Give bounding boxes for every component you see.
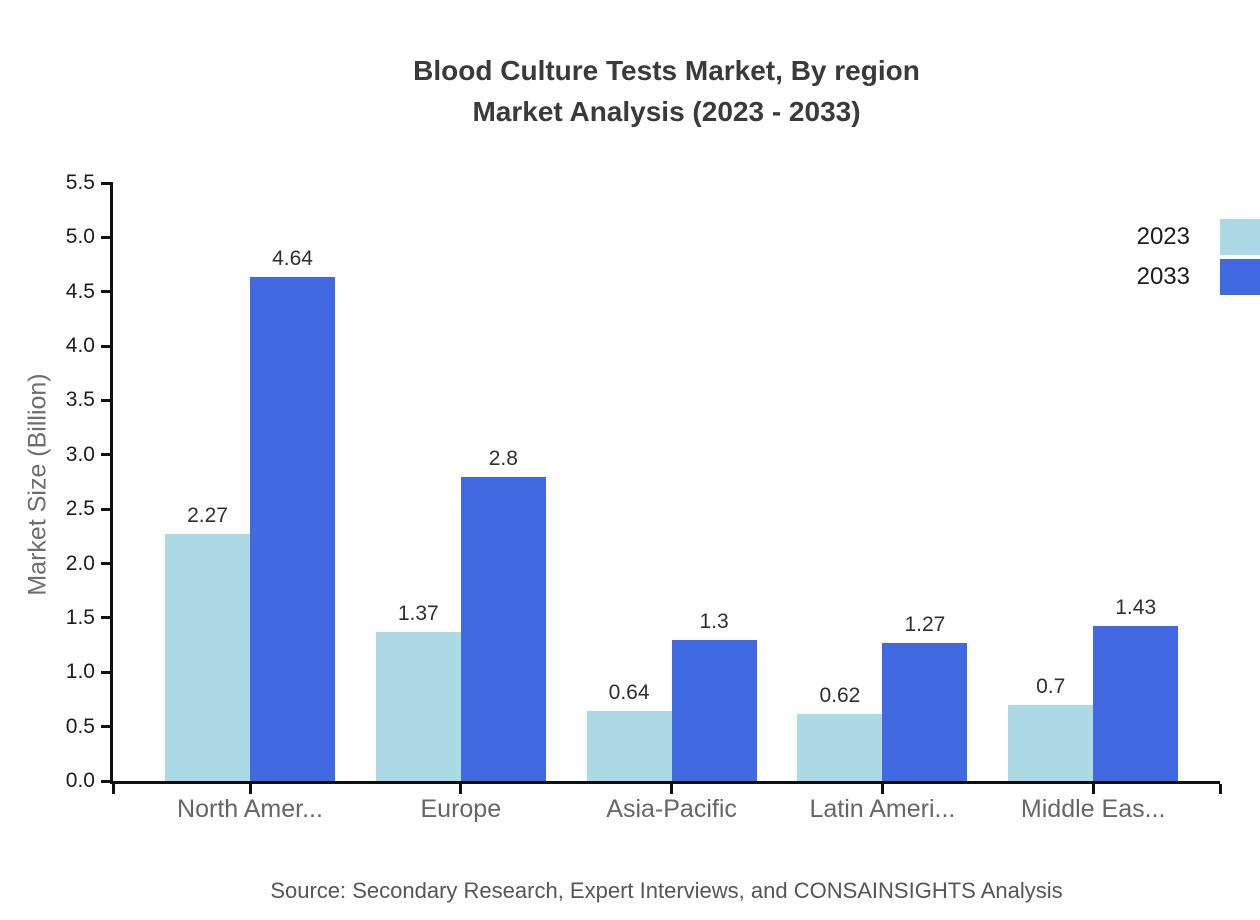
bar-value-label: 1.3 [699, 609, 729, 633]
legend: 2023 2033 [1137, 219, 1260, 299]
x-tick [1218, 784, 1222, 794]
legend-item-label: 2033 [1136, 263, 1190, 290]
y-tick-label: 0.0 [65, 769, 95, 792]
x-tick [459, 784, 463, 794]
legend-item: 2033 [1137, 259, 1260, 295]
y-tick [101, 779, 113, 783]
y-tick-label: 5.0 [65, 225, 95, 249]
bar-value-label: 0.64 [608, 681, 650, 705]
bar-2033-4 [1093, 625, 1179, 781]
y-tick [101, 562, 113, 566]
y-tick [101, 507, 113, 511]
plot-area [110, 183, 1220, 784]
y-tick [101, 725, 113, 729]
y-tick [101, 398, 113, 402]
bar-2033-0 [250, 276, 335, 781]
y-tick-label: 0.5 [65, 714, 95, 738]
y-tick [101, 235, 113, 239]
legend-item: 2023 [1137, 219, 1260, 255]
chart-title-line1: Blood Culture Tests Market, By region [413, 55, 920, 86]
bar-2023-1 [375, 632, 461, 781]
chart-title: Blood Culture Tests Market, By region Ma… [113, 50, 1220, 132]
legend-swatch-2023 [1220, 219, 1260, 255]
x-category-label: Middle Eas... [1020, 795, 1166, 823]
bar-value-label: 0.62 [819, 683, 861, 707]
bar-value-label: 2.8 [488, 446, 518, 470]
y-tick-label: 4.0 [65, 334, 95, 358]
y-tick-label: 3.0 [65, 442, 95, 466]
bar-value-label: 1.43 [1115, 595, 1157, 619]
y-tick-label: 2.5 [65, 497, 95, 521]
x-tick [1091, 784, 1095, 794]
y-tick-label: 1.0 [65, 660, 95, 684]
y-tick-label: 3.5 [65, 388, 95, 412]
bar-value-label: 1.27 [904, 612, 946, 636]
bar-2033-1 [460, 476, 546, 781]
bar-value-label: 2.27 [187, 504, 228, 528]
y-tick [101, 290, 113, 294]
x-category-label: North Amer... [177, 795, 323, 823]
x-tick [248, 784, 252, 794]
y-tick-label: 1.5 [65, 605, 95, 629]
bar-2023-0 [165, 534, 250, 781]
bar-value-label: 0.7 [1036, 674, 1066, 698]
legend-swatch-2033 [1220, 259, 1260, 295]
y-tick [101, 181, 113, 185]
bar-value-label: 4.64 [272, 246, 313, 270]
y-tick [101, 453, 113, 457]
y-tick-label: 5.5 [65, 171, 95, 194]
chart-title-line2: Market Analysis (2023 - 2033) [472, 96, 861, 127]
x-tick [670, 784, 674, 794]
bar-2023-3 [797, 713, 883, 781]
x-tick [880, 784, 884, 794]
y-tick [101, 344, 113, 348]
x-category-label: Asia-Pacific [606, 795, 737, 823]
bar-2033-2 [671, 639, 757, 781]
y-tick [101, 670, 113, 674]
x-tick [111, 784, 115, 794]
y-tick-label: 4.5 [65, 279, 95, 303]
bar-2033-3 [882, 642, 968, 781]
bar-value-label: 1.37 [397, 602, 439, 626]
y-axis-title: Market Size (Billion) [23, 373, 52, 596]
source-note: Source: Secondary Research, Expert Inter… [270, 878, 1063, 903]
legend-item-label: 2023 [1136, 223, 1190, 250]
x-category-label: Europe [420, 795, 502, 823]
y-tick [101, 616, 113, 620]
bar-2023-2 [586, 711, 672, 781]
y-tick-label: 2.0 [65, 551, 95, 575]
bar-2023-4 [1008, 704, 1094, 781]
x-category-label: Latin Ameri... [809, 795, 956, 823]
